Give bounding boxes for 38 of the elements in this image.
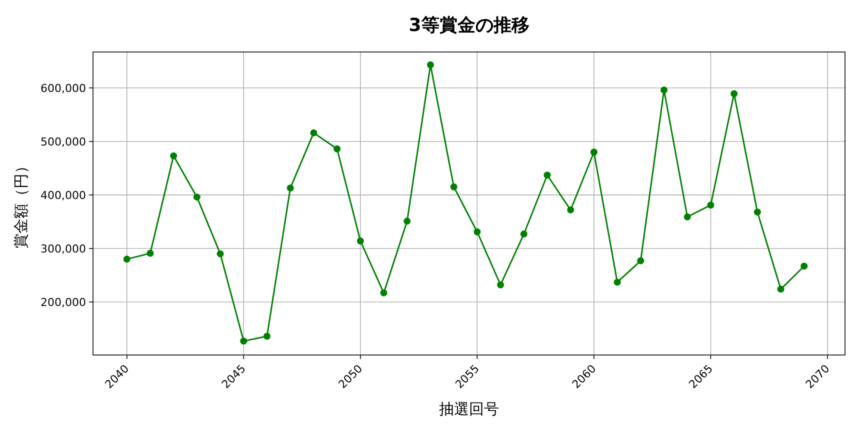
point	[567, 206, 574, 214]
point	[614, 278, 621, 286]
point	[544, 172, 551, 179]
point	[800, 262, 808, 270]
point	[240, 338, 248, 345]
point	[263, 332, 270, 340]
y-tick-label: 500,000	[40, 135, 86, 148]
point	[497, 281, 504, 288]
point	[707, 202, 714, 209]
point	[754, 208, 761, 216]
point	[660, 86, 668, 94]
point	[146, 250, 154, 257]
y-tick-label: 200,000	[40, 296, 86, 309]
point	[193, 194, 200, 201]
point	[450, 183, 458, 190]
point	[590, 148, 598, 156]
point	[684, 213, 691, 220]
point	[356, 237, 364, 244]
point	[380, 289, 388, 296]
y-tick-label: 600,000	[40, 82, 86, 95]
y-tick-label: 300,000	[40, 242, 86, 256]
point	[730, 90, 738, 98]
point	[170, 152, 178, 160]
y-axis-title: 賞金額（円）	[12, 158, 30, 248]
point	[286, 184, 294, 192]
point	[426, 61, 434, 68]
point	[310, 129, 318, 136]
point	[334, 145, 341, 152]
point	[520, 230, 528, 238]
chart-title: 3等賞金の推移	[408, 15, 530, 36]
y-tick-label: 400,000	[40, 188, 86, 202]
x-axis-title: 抽選回号	[439, 400, 499, 418]
point	[216, 250, 224, 258]
point	[123, 256, 130, 263]
point	[404, 218, 411, 225]
point	[474, 228, 481, 236]
point	[637, 257, 644, 264]
point	[777, 286, 784, 293]
